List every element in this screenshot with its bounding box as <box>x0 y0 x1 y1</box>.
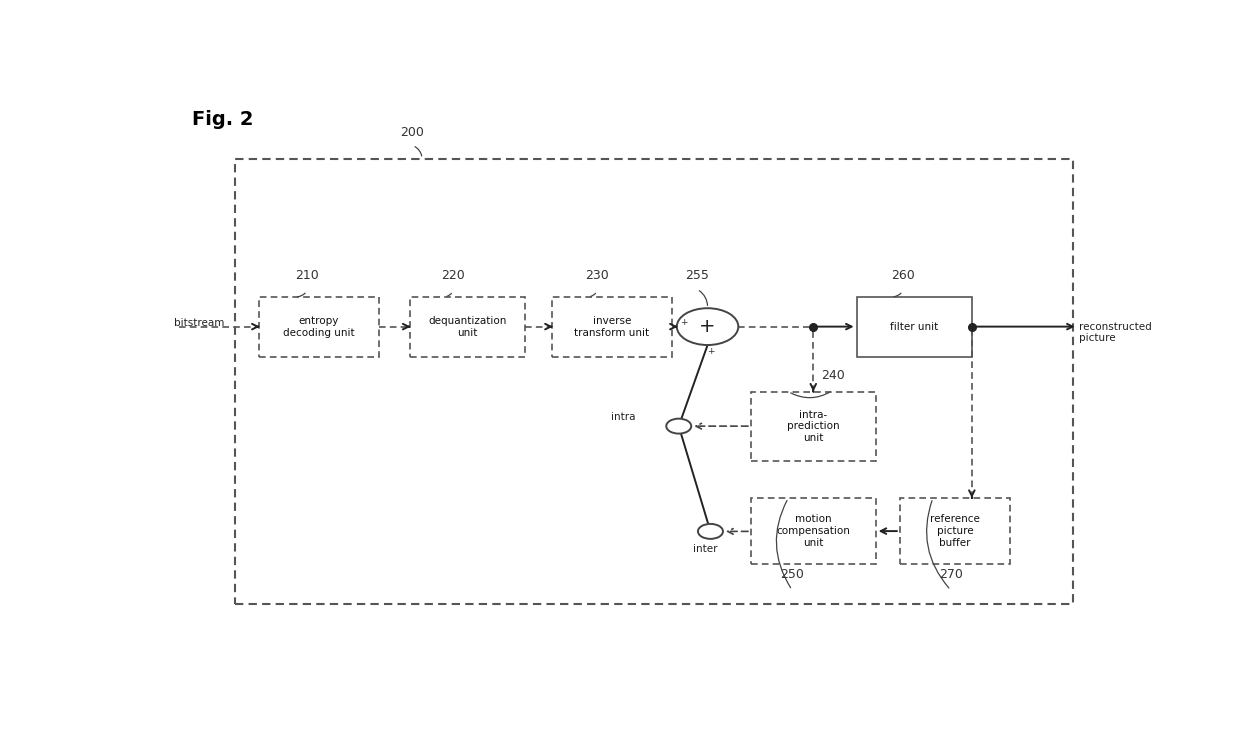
Text: 260: 260 <box>890 270 915 282</box>
FancyBboxPatch shape <box>259 297 379 357</box>
Text: +: + <box>680 318 687 327</box>
Text: inverse
transform unit: inverse transform unit <box>574 316 650 338</box>
Text: 240: 240 <box>821 369 844 382</box>
FancyBboxPatch shape <box>857 297 972 357</box>
FancyBboxPatch shape <box>552 297 672 357</box>
FancyBboxPatch shape <box>751 391 875 461</box>
Text: reference
picture
buffer: reference picture buffer <box>930 515 980 548</box>
Text: 230: 230 <box>585 270 609 282</box>
Text: +: + <box>707 347 714 356</box>
FancyBboxPatch shape <box>234 158 1073 604</box>
FancyBboxPatch shape <box>900 498 1011 564</box>
Text: entropy
decoding unit: entropy decoding unit <box>283 316 355 338</box>
Text: 200: 200 <box>401 125 424 138</box>
Circle shape <box>677 309 738 345</box>
FancyBboxPatch shape <box>751 498 875 564</box>
Text: intra: intra <box>611 412 635 423</box>
FancyBboxPatch shape <box>409 297 525 357</box>
Text: reconstructed
picture: reconstructed picture <box>1080 321 1152 343</box>
Text: Fig. 2: Fig. 2 <box>191 110 253 128</box>
Text: +: + <box>699 317 715 336</box>
Text: 220: 220 <box>441 270 465 282</box>
Circle shape <box>698 524 723 539</box>
Text: intra-
prediction
unit: intra- prediction unit <box>787 409 839 443</box>
Circle shape <box>666 418 691 433</box>
Text: 250: 250 <box>780 568 804 581</box>
Text: 210: 210 <box>295 270 319 282</box>
Text: 255: 255 <box>684 270 709 282</box>
Text: motion
compensation
unit: motion compensation unit <box>776 515 851 548</box>
Text: filter unit: filter unit <box>890 322 939 332</box>
Text: dequantization
unit: dequantization unit <box>428 316 506 338</box>
Text: 270: 270 <box>939 568 962 581</box>
Text: bitstream: bitstream <box>174 318 224 328</box>
Text: inter: inter <box>693 544 718 554</box>
